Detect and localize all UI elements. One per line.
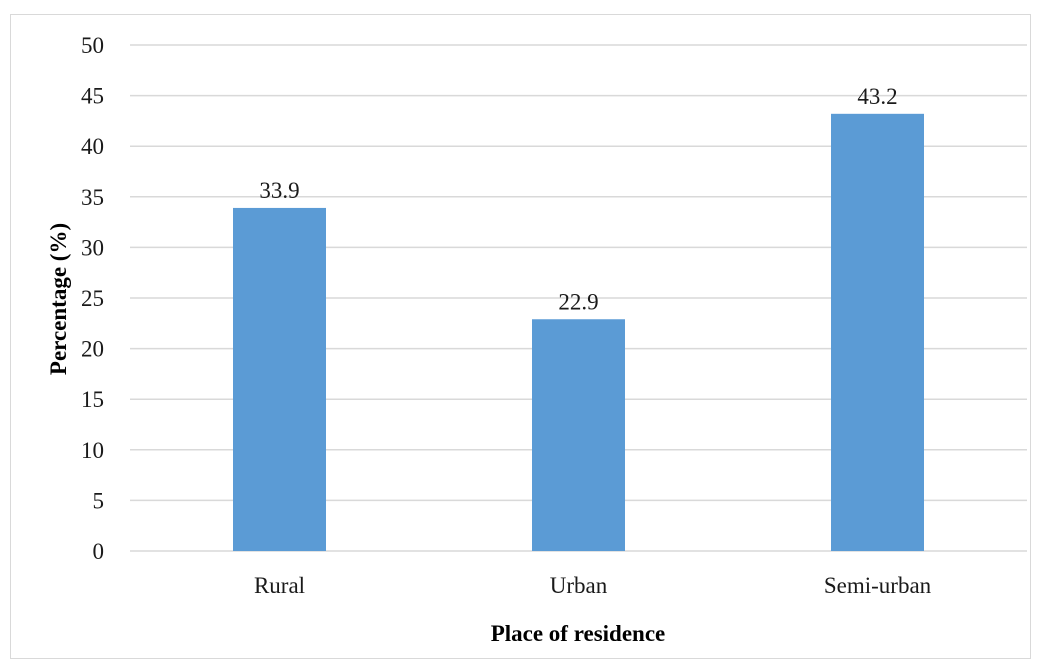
y-tick-label: 35 — [81, 185, 104, 210]
bars — [233, 113, 924, 551]
data-label: 43.2 — [857, 84, 897, 109]
y-tick-label: 15 — [81, 387, 104, 412]
y-tick-label: 40 — [81, 134, 104, 159]
x-tick-label: Urban — [550, 573, 608, 598]
y-axis-title: Percentage (%) — [46, 223, 71, 375]
bar-urban — [532, 319, 625, 551]
data-labels: 33.9 22.9 43.2 — [259, 84, 897, 314]
y-tick-label: 50 — [81, 33, 104, 58]
y-tick-label: 20 — [81, 337, 104, 362]
x-tick-label: Semi-urban — [824, 573, 932, 598]
y-tick-label: 30 — [81, 235, 104, 260]
y-tick-label: 5 — [93, 488, 105, 513]
y-tick-label: 0 — [93, 539, 105, 564]
bar-rural — [233, 207, 326, 551]
y-tick-label: 45 — [81, 84, 104, 109]
y-tick-labels: 0 5 10 15 20 25 30 35 40 45 50 — [81, 33, 104, 564]
bar-semi-urban — [831, 113, 924, 551]
x-tick-label: Rural — [254, 573, 305, 598]
data-label: 22.9 — [558, 289, 598, 314]
x-axis-title: Place of residence — [491, 621, 666, 646]
data-label: 33.9 — [259, 178, 299, 203]
y-tick-label: 10 — [81, 438, 104, 463]
y-tick-label: 25 — [81, 286, 104, 311]
x-tick-labels: Rural Urban Semi-urban — [254, 573, 932, 598]
